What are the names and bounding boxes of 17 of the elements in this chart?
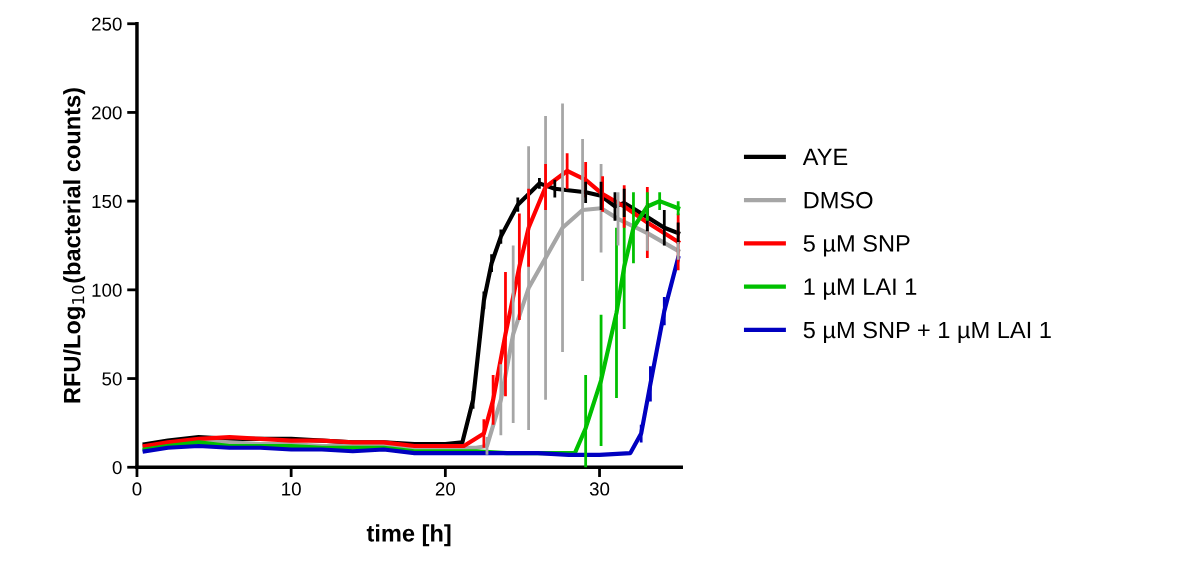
y-tick-label: 50: [102, 372, 122, 386]
legend-label: 1 µM LAI 1: [804, 278, 917, 300]
x-tick-label: 20: [435, 482, 456, 496]
legend-label: 5 µM SNP + 1 µM LAI 1: [803, 321, 1051, 344]
y-tick-label: 150: [92, 194, 122, 209]
x-tick-label: 0: [132, 482, 142, 496]
legend-label: DMSO: [804, 191, 873, 209]
x-axis-title: time [h]: [366, 524, 451, 547]
x-tick-label: 10: [282, 482, 301, 496]
y-tick-label: 250: [92, 17, 122, 31]
y-tick-label: 100: [92, 283, 122, 297]
legend-label: 5 µM SNP: [803, 235, 910, 257]
y-tick-label: 200: [92, 106, 122, 120]
legend-label: AYE: [802, 148, 848, 166]
y-axis-title: RFU/Log$_{10}$(bacterial counts): [63, 88, 86, 403]
y-tick-label: 0: [112, 460, 122, 475]
x-tick-label: 30: [589, 482, 610, 496]
